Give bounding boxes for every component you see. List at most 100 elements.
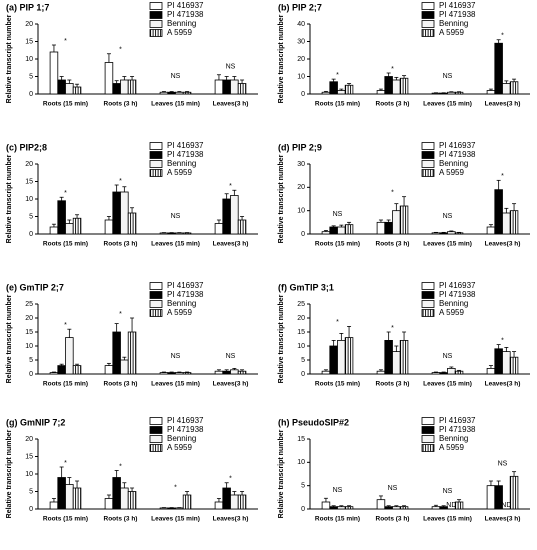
x-tick-label: Roots (15 min): [43, 516, 88, 523]
bar: [502, 212, 511, 235]
bar: [509, 81, 519, 95]
legend-label: Benning: [167, 159, 196, 168]
legend-label: Benning: [167, 19, 196, 28]
y-axis-label: Relative transcript number: [278, 14, 285, 103]
y-tick-label: 0: [301, 371, 305, 378]
bar: [112, 83, 121, 95]
bar: [175, 372, 184, 375]
legend-swatch: [149, 444, 163, 452]
annotation: NS: [333, 487, 343, 494]
bar: [454, 501, 464, 510]
y-tick-label: 15: [25, 453, 33, 460]
legend-label: PI 471938: [439, 425, 476, 434]
x-tick-label: Leaves(3 h): [213, 516, 249, 523]
bar: [454, 91, 464, 95]
annotation: NS: [226, 353, 236, 360]
bar: [329, 81, 338, 95]
y-tick-label: 25: [297, 301, 305, 308]
y-axis-label: Relative transcript number: [6, 294, 13, 383]
legend-label: A 5959: [439, 443, 464, 452]
legend-swatch: [421, 300, 435, 308]
y-tick-label: 5: [29, 213, 33, 220]
x-tick-label: Roots (3 h): [104, 241, 138, 248]
bar: [337, 506, 346, 510]
y-tick-label: 15: [25, 178, 33, 185]
bar: [337, 226, 346, 235]
y-tick-label: 20: [25, 436, 33, 443]
y-tick-label: 0: [301, 91, 305, 98]
x-tick-label: Roots (15 min): [43, 381, 88, 388]
annotation: *: [119, 311, 122, 318]
bar: [57, 200, 66, 235]
bar: [112, 477, 121, 510]
legend-label: Benning: [439, 19, 468, 28]
bar: [167, 232, 176, 235]
bar: [399, 205, 409, 235]
bar: [439, 232, 448, 235]
x-tick-label: Leaves (15 min): [151, 381, 200, 388]
legend-label: A 5959: [167, 28, 192, 37]
bar: [337, 90, 346, 95]
y-tick-label: 10: [297, 73, 305, 80]
bar: [49, 51, 59, 95]
y-tick-label: 25: [25, 301, 33, 308]
y-tick-label: 20: [25, 161, 33, 168]
y-tick-label: 0: [29, 506, 33, 513]
y-tick-label: 5: [29, 357, 33, 364]
y-tick-label: 5: [301, 483, 305, 490]
x-tick-label: Leaves (15 min): [423, 381, 472, 388]
panel-title: (c) PIP2;8: [6, 142, 47, 152]
panel-title: (e) GmTIP 2;7: [6, 282, 64, 292]
bar: [182, 91, 192, 95]
annotation: *: [229, 476, 232, 483]
bar: [431, 506, 441, 510]
legend-label: A 5959: [167, 308, 192, 317]
x-tick-label: Roots (15 min): [43, 241, 88, 248]
legend-label: A 5959: [439, 28, 464, 37]
y-tick-label: 20: [25, 315, 33, 322]
y-tick-label: 10: [297, 343, 305, 350]
annotation: *: [391, 66, 394, 73]
bar: [237, 83, 247, 95]
legend-swatch: [421, 435, 435, 443]
bar: [72, 487, 82, 510]
bar: [127, 331, 137, 375]
annotation: *: [391, 190, 394, 197]
bar: [159, 232, 169, 235]
bar: [454, 370, 464, 375]
y-tick-label: 0: [29, 91, 33, 98]
bar: [494, 189, 503, 235]
bar: [167, 372, 176, 375]
bar: [237, 494, 247, 510]
legend-swatch: [421, 417, 435, 425]
legend-swatch: [421, 309, 435, 317]
legend-label: PI 416937: [439, 141, 476, 150]
bar: [65, 337, 74, 375]
y-tick-label: 10: [25, 343, 33, 350]
legend-swatch: [149, 160, 163, 168]
y-tick-label: 10: [297, 459, 305, 466]
bar: [112, 331, 121, 375]
annotation: NS: [333, 211, 343, 218]
bar: [120, 191, 129, 235]
bar: [175, 507, 184, 510]
bar: [65, 223, 74, 235]
y-tick-label: 5: [29, 488, 33, 495]
legend-swatch: [149, 300, 163, 308]
y-tick-label: 0: [301, 231, 305, 238]
legend-swatch: [421, 2, 435, 10]
x-tick-label: Roots (15 min): [315, 381, 360, 388]
legend-label: A 5959: [439, 308, 464, 317]
legend-swatch: [421, 160, 435, 168]
bar: [222, 487, 231, 510]
legend-swatch: [421, 426, 435, 434]
legend-swatch: [421, 29, 435, 37]
legend-label: PI 471938: [167, 290, 204, 299]
y-tick-label: 15: [25, 38, 33, 45]
bar: [399, 77, 409, 95]
annotation: NS: [171, 353, 181, 360]
bar: [384, 339, 393, 375]
bar: [167, 507, 176, 510]
bar: [237, 370, 247, 375]
bar: [486, 485, 496, 510]
